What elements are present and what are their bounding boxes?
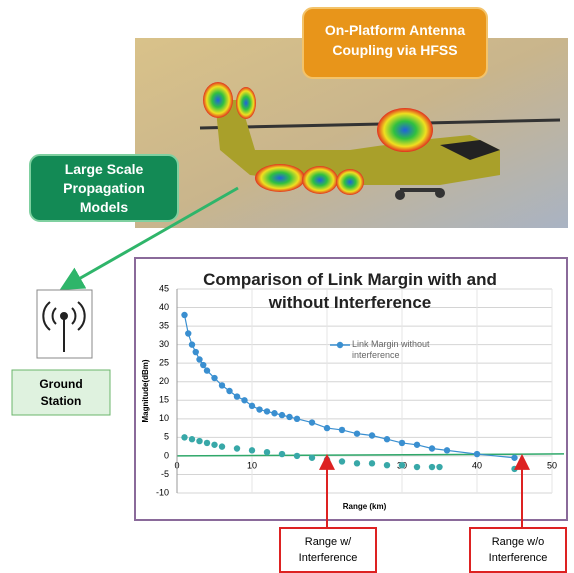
data-point (428, 463, 436, 471)
data-point (413, 441, 421, 448)
y-tick-label: 30 (159, 339, 169, 349)
data-point (308, 454, 316, 461)
y-tick-label: -10 (156, 487, 169, 497)
annotation-box (279, 527, 377, 573)
data-point (233, 445, 241, 452)
data-point (368, 432, 376, 439)
data-point (308, 419, 316, 426)
data-point (353, 460, 361, 467)
data-point (473, 450, 481, 458)
hfss-callout-box (302, 7, 488, 79)
y-tick-label: 15 (159, 395, 169, 405)
data-point (263, 408, 271, 415)
y-tick-label: 25 (159, 358, 169, 368)
data-point (185, 330, 192, 337)
annotation-label: Range w/ (305, 536, 352, 548)
x-axis-label: Range (km) (343, 502, 387, 511)
annotation-label: Range w/o (492, 536, 545, 548)
data-point (218, 443, 226, 450)
y-axis-label: Magnitude(dBm) (141, 359, 150, 422)
callout-line: Propagation (63, 180, 145, 196)
y-tick-label: 35 (159, 320, 169, 330)
y-tick-label: 20 (159, 376, 169, 386)
data-point (323, 456, 331, 463)
data-point (248, 402, 256, 410)
data-point (192, 348, 199, 356)
data-point (383, 436, 391, 443)
label-line: Ground (39, 377, 83, 391)
zero-line (176, 453, 565, 457)
annotation-label: Interference (299, 552, 358, 564)
y-tick-label: 40 (159, 302, 169, 312)
y-tick-label: 45 (159, 283, 169, 293)
legend-marker (336, 341, 344, 349)
data-point (353, 430, 361, 437)
data-point (188, 341, 196, 348)
chart-frame (134, 257, 568, 521)
callout-line: Coupling via HFSS (332, 42, 458, 58)
data-point (188, 436, 196, 443)
data-point (383, 461, 391, 469)
x-tick-label: 10 (247, 460, 257, 470)
data-point (248, 447, 256, 454)
data-point (398, 461, 406, 469)
data-point (286, 413, 293, 421)
callout-line: Models (79, 199, 129, 215)
x-tick-label: 50 (547, 460, 557, 470)
y-tick-label: 5 (164, 432, 169, 442)
data-point (256, 406, 263, 413)
x-tick-label: 40 (472, 460, 482, 470)
data-point (323, 424, 331, 432)
data-point (428, 445, 436, 452)
data-point (271, 410, 278, 417)
legend-label: Link Margin without interference (352, 339, 430, 360)
helicopter (199, 82, 561, 200)
data-point (413, 463, 421, 471)
data-point (338, 458, 346, 465)
data-point (181, 434, 188, 441)
data-point (203, 439, 211, 447)
antenna (42, 301, 86, 352)
hfss-callout: On-Platform Antenna Coupling via HFSS (303, 20, 487, 60)
data-point (511, 465, 518, 473)
arrow (59, 186, 239, 290)
data-point (211, 441, 218, 448)
ground-station-box (11, 369, 111, 416)
data-point (233, 393, 241, 400)
data-point (338, 426, 346, 434)
data-point (211, 374, 218, 382)
data-point (263, 449, 271, 456)
data-point (196, 356, 203, 363)
data-point (181, 311, 188, 319)
data-point (368, 460, 376, 467)
data-point (196, 437, 203, 445)
ground-station-label: Ground Station (12, 376, 110, 410)
data-point (293, 415, 301, 423)
data-point (226, 387, 233, 395)
data-point (278, 450, 286, 458)
annotation-box (469, 527, 567, 573)
y-tick-label: 0 (164, 450, 169, 460)
data-point (241, 397, 248, 404)
data-point (511, 454, 518, 461)
data-point (203, 367, 211, 374)
propagation-callout: Large Scale Propagation Models (30, 160, 178, 217)
data-point (293, 452, 301, 460)
data-point (218, 382, 226, 389)
propagation-callout-box (29, 154, 179, 222)
callout-line: On-Platform Antenna (324, 22, 466, 38)
label-line: Station (40, 394, 82, 408)
data-point (278, 411, 286, 419)
data-point (436, 463, 443, 471)
y-tick-label: -5 (161, 469, 169, 479)
y-tick-label: 10 (159, 413, 169, 423)
data-point (398, 439, 406, 447)
callout-line: Large Scale (64, 161, 144, 177)
data-point (200, 361, 207, 369)
chart-title: Comparison of Link Margin with and witho… (203, 270, 497, 312)
data-point (443, 447, 451, 454)
annotation-label: Interference (489, 552, 548, 564)
